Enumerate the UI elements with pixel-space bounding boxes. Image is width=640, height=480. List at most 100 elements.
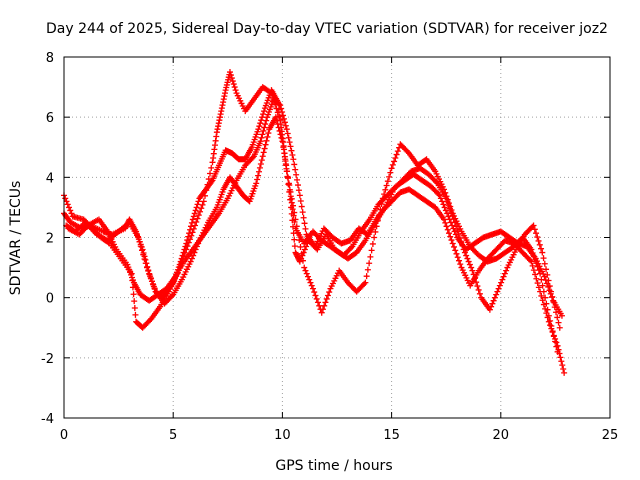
data-point [441,216,448,223]
data-point [554,348,561,355]
data-point [228,75,235,82]
data-point [261,124,268,131]
data-point [435,191,442,198]
data-point [318,309,325,316]
data-point [148,278,155,285]
data-point [281,119,288,126]
data-point [548,323,555,330]
data-point [319,306,326,313]
data-point [532,271,539,278]
data-point [392,154,399,161]
data-point [448,237,455,244]
data-point [207,170,214,177]
data-point [498,279,505,286]
data-point [545,277,552,284]
data-point [295,187,302,194]
y-tick-label: -2 [41,352,54,367]
data-point [132,311,139,318]
data-point [382,186,389,193]
data-point [289,151,296,158]
data-point [437,195,444,202]
data-point [280,112,287,119]
data-point [136,238,143,245]
data-point [474,283,481,290]
data-point [451,243,457,250]
data-point [292,216,299,223]
data-point [463,252,470,259]
data-point [230,81,237,88]
data-point [285,134,292,141]
data-point [262,141,269,148]
data-point [299,209,306,216]
data-point [486,306,493,313]
data-point [453,250,460,257]
data-point [545,312,552,319]
data-point [500,273,507,280]
data-point [361,280,368,287]
data-point [147,317,154,324]
data-point [501,270,508,277]
data-point [257,120,264,127]
data-point [194,215,201,222]
data-point [296,258,303,265]
data-point [458,238,465,245]
data-point [260,108,267,115]
data-point [469,267,476,274]
data-point [294,176,301,183]
data-point [189,229,196,236]
data-point [290,156,297,163]
x-axis-title: GPS time / hours [275,458,392,474]
data-point [451,228,458,235]
data-point [130,291,137,298]
data-point [451,219,458,226]
data-point [208,164,215,171]
data-point [545,318,552,325]
data-point [433,179,440,186]
data-point [553,343,560,350]
data-point [135,234,142,241]
x-tick-label: 0 [60,428,68,443]
data-point [322,299,329,306]
data-point [293,171,300,178]
data-point [459,242,466,249]
data-point [528,258,535,265]
data-point [255,126,262,133]
data-point [291,243,298,250]
data-point [549,328,556,335]
series-trace-4 [65,96,563,331]
data-point [454,254,461,261]
data-point [253,180,260,187]
data-point [534,263,541,270]
data-point [448,209,455,216]
data-point [297,197,304,204]
data-point [453,223,460,230]
data-point [528,246,535,253]
data-point [256,164,263,171]
data-point [285,175,292,182]
data-point [529,249,536,256]
data-point [298,250,305,257]
data-point [146,271,153,278]
data-point [226,69,233,76]
x-tick-label: 15 [383,428,400,443]
data-point [183,246,190,253]
data-point [491,294,498,301]
data-point [187,236,194,243]
data-point [145,268,152,275]
data-point [544,271,551,278]
data-point [476,290,483,297]
data-point [499,276,506,283]
data-point [381,191,388,198]
data-point [536,241,543,248]
data-point [549,293,556,300]
data-point [383,182,390,189]
data-point [287,143,294,150]
data-point [442,219,449,226]
data-point [302,267,309,274]
data-point [404,148,411,155]
data-point [299,257,306,264]
data-point [188,232,195,239]
data-point [296,237,303,244]
data-point [489,300,496,307]
